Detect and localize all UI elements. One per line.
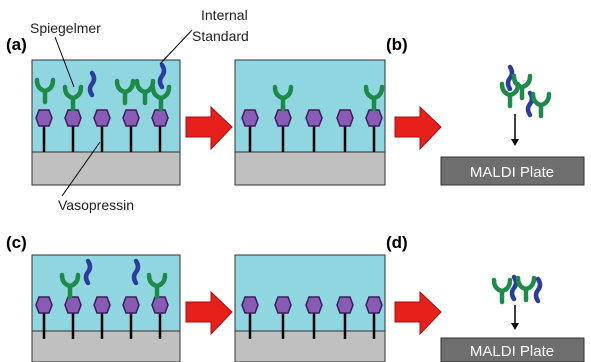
- internal-standard-label: Standard: [192, 28, 249, 44]
- panel-label: (d): [386, 233, 408, 252]
- plate-label: MALDI Plate: [470, 164, 554, 181]
- panel-label: (a): [6, 35, 27, 54]
- arrow: [186, 292, 232, 334]
- spiegelmer-label: Spiegelmer: [30, 20, 101, 36]
- panel-a: [32, 60, 180, 185]
- panel-c: [32, 255, 180, 362]
- arrow: [395, 107, 441, 149]
- arrow: [395, 292, 441, 334]
- eluate-top: [502, 67, 549, 146]
- diagram: MALDI Plate MALDI Plate Spiegelmer Inter…: [0, 0, 591, 362]
- eluate-bottom: [494, 277, 540, 330]
- callout-line: [160, 30, 192, 64]
- panel-label: (c): [6, 233, 27, 252]
- internal-standard-label: Internal: [201, 7, 248, 23]
- arrow: [186, 107, 232, 149]
- plate-label: MALDI Plate: [470, 343, 554, 360]
- panel-d: [235, 255, 385, 362]
- panel-b: [235, 60, 385, 185]
- vasopressin-label: Vasopressin: [58, 197, 134, 213]
- panel-label: (b): [386, 35, 408, 54]
